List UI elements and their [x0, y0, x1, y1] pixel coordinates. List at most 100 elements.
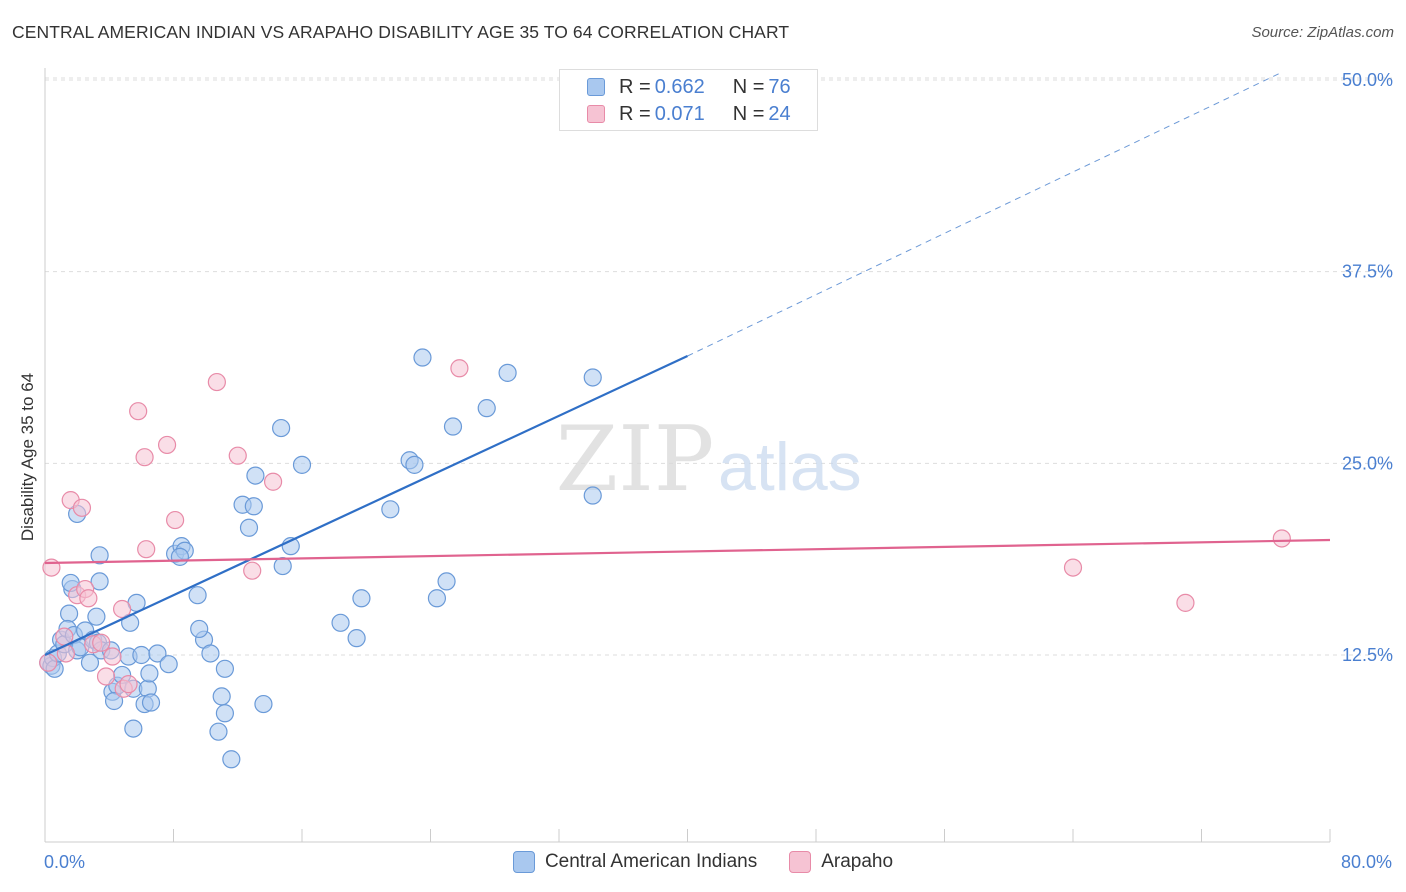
- point-central-american-indians: [148, 644, 167, 663]
- point-central-american-indians: [90, 572, 109, 591]
- point-arapaho: [79, 589, 98, 608]
- series-legend-arapaho: Arapaho: [789, 851, 893, 873]
- point-arapaho: [135, 448, 154, 467]
- point-central-american-indians: [244, 497, 263, 516]
- legend-n-label: N =: [732, 102, 765, 125]
- point-central-american-indians: [80, 653, 100, 672]
- point-arapaho: [112, 599, 132, 619]
- x-axis-min-label: 0.0%: [44, 852, 86, 872]
- point-central-american-indians: [381, 500, 400, 519]
- point-central-american-indians: [209, 722, 228, 741]
- trend-line-blue: [44, 355, 688, 656]
- point-arapaho: [263, 472, 283, 491]
- point-central-american-indians: [443, 417, 463, 436]
- point-central-american-indians: [215, 659, 234, 678]
- point-central-american-indians: [239, 518, 259, 537]
- legend-r-label: R =: [619, 102, 651, 125]
- series-swatch-pink: [789, 851, 812, 873]
- series-swatch-blue: [512, 851, 535, 873]
- point-central-american-indians: [141, 693, 161, 712]
- point-arapaho: [157, 435, 177, 455]
- point-central-american-indians: [104, 691, 124, 711]
- point-central-american-indians: [583, 368, 602, 387]
- point-central-american-indians: [273, 556, 292, 576]
- point-arapaho: [39, 653, 58, 672]
- point-arapaho: [92, 633, 111, 652]
- point-central-american-indians: [427, 589, 447, 608]
- legend-row-blue: R = 0.662 N = 76: [560, 74, 791, 100]
- point-central-american-indians: [437, 572, 456, 591]
- point-arapaho: [103, 647, 122, 666]
- point-arapaho: [243, 561, 262, 580]
- point-central-american-indians: [222, 750, 241, 769]
- series-label: Central American Indians: [544, 851, 758, 872]
- point-central-american-indians: [498, 363, 517, 382]
- point-central-american-indians: [292, 455, 312, 474]
- legend-swatch-blue: [587, 78, 605, 96]
- y-tick-label: 25.0%: [1342, 453, 1393, 473]
- y-tick-labels: 12.5% 25.0% 37.5% 50.0%: [1342, 70, 1393, 665]
- point-arapaho: [166, 510, 185, 530]
- legend-r-value: 0.071: [654, 102, 705, 125]
- point-central-american-indians: [405, 455, 424, 474]
- legend-r-value: 0.662: [654, 75, 705, 98]
- point-central-american-indians: [188, 586, 207, 605]
- point-central-american-indians: [246, 466, 265, 485]
- point-central-american-indians: [347, 629, 366, 648]
- point-central-american-indians: [132, 645, 151, 665]
- legend-swatch-pink: [587, 105, 605, 123]
- series-legend-central-american-indians: Central American Indians: [512, 851, 758, 873]
- point-central-american-indians: [159, 655, 178, 674]
- point-arapaho: [1176, 593, 1195, 612]
- point-arapaho: [96, 667, 116, 686]
- point-central-american-indians: [477, 399, 496, 418]
- point-central-american-indians: [87, 607, 106, 626]
- point-central-american-indians: [201, 644, 220, 663]
- point-arapaho: [228, 446, 247, 465]
- point-central-american-indians: [59, 604, 79, 623]
- legend-n-label: N =: [732, 75, 765, 98]
- correlation-legend: R = 0.662 N = 76 R = 0.071 N = 24: [559, 69, 818, 131]
- data-points: [39, 348, 1291, 769]
- point-central-american-indians: [190, 619, 209, 639]
- series-legend: Central American Indians Arapaho: [0, 851, 1406, 873]
- point-arapaho: [129, 402, 148, 421]
- point-central-american-indians: [413, 348, 432, 367]
- point-arapaho: [207, 372, 226, 392]
- point-arapaho: [72, 498, 92, 517]
- legend-r-label: R =: [619, 75, 651, 98]
- x-axis-max-label: 80.0%: [1340, 852, 1392, 872]
- point-central-american-indians: [212, 687, 231, 706]
- point-central-american-indians: [272, 418, 291, 438]
- y-tick-label: 37.5%: [1342, 262, 1393, 282]
- point-central-american-indians: [254, 694, 273, 714]
- chart-source: Source: ZipAtlas.com: [1251, 24, 1394, 41]
- point-central-american-indians: [140, 664, 159, 683]
- trend-line-pink: [44, 538, 1331, 565]
- point-central-american-indians: [215, 704, 234, 723]
- legend-row-pink: R = 0.071 N = 24: [560, 101, 791, 127]
- axes: [44, 68, 1331, 843]
- y-tick-label: 50.0%: [1342, 70, 1393, 90]
- point-central-american-indians: [170, 547, 190, 566]
- y-axis-label: Disability Age 35 to 64: [18, 373, 37, 541]
- watermark: ZIP atlas: [556, 407, 862, 512]
- point-arapaho: [42, 558, 61, 577]
- point-central-american-indians: [331, 613, 350, 632]
- trend-lines: [44, 71, 1331, 656]
- y-tick-label: 12.5%: [1342, 645, 1393, 665]
- point-arapaho: [1272, 529, 1291, 548]
- legend-n-value: 76: [768, 75, 791, 98]
- point-central-american-indians: [124, 719, 143, 738]
- watermark-zip: ZIP: [556, 407, 715, 512]
- point-arapaho: [119, 675, 138, 694]
- point-arapaho: [137, 540, 156, 559]
- point-arapaho: [1063, 558, 1083, 577]
- point-central-american-indians: [90, 546, 109, 565]
- point-arapaho: [450, 359, 469, 378]
- chart-title: CENTRAL AMERICAN INDIAN VS ARAPAHO DISAB…: [12, 22, 790, 42]
- series-label: Arapaho: [821, 851, 894, 872]
- point-central-american-indians: [352, 589, 371, 608]
- watermark-atlas: atlas: [718, 429, 862, 505]
